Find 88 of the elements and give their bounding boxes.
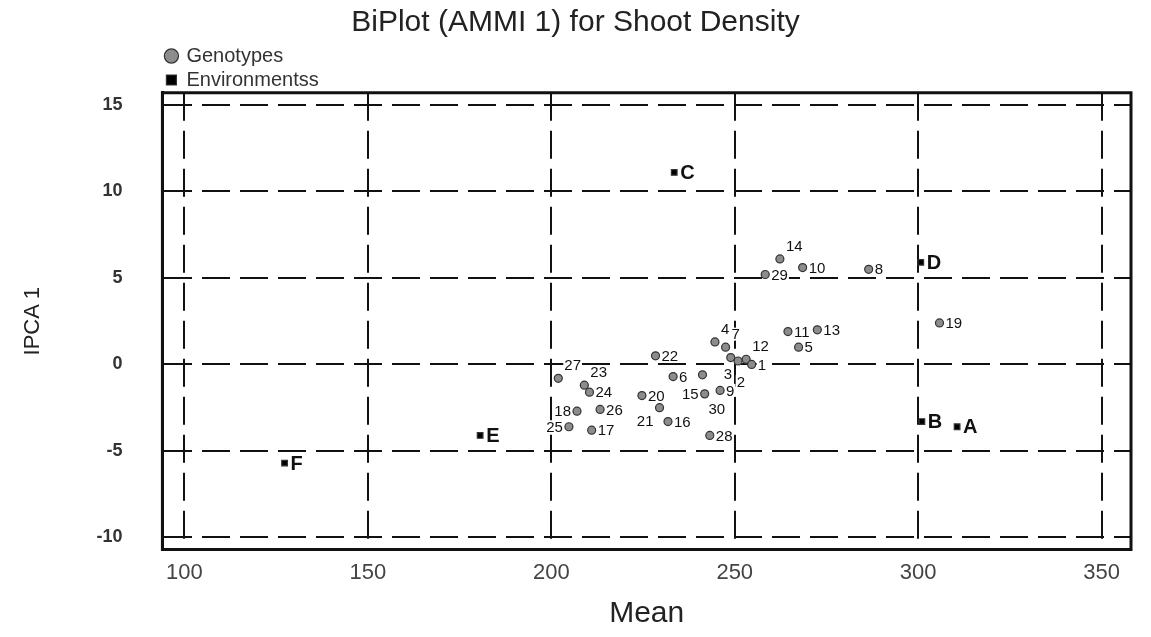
- x-axis-title: Mean: [609, 595, 685, 629]
- point: [668, 371, 678, 382]
- point: [281, 459, 289, 467]
- point: [584, 387, 595, 397]
- legend-label: Environmentss: [186, 67, 319, 90]
- point: [794, 342, 804, 352]
- point: [572, 406, 582, 416]
- point: [864, 264, 874, 274]
- annotation: 12: [752, 337, 769, 355]
- annotation: 19: [945, 314, 963, 332]
- point: [715, 385, 725, 396]
- point: [710, 337, 720, 347]
- annotation: 10: [808, 258, 826, 276]
- annotation: 27: [564, 356, 581, 374]
- annotation: C: [680, 160, 695, 183]
- annotation: 24: [595, 383, 613, 401]
- annotation: 18: [554, 402, 571, 420]
- y-axis-title: IPCA 1: [19, 286, 45, 356]
- point: [587, 425, 597, 435]
- point: [654, 403, 665, 413]
- point: [953, 423, 961, 431]
- annotation: 15: [681, 385, 699, 403]
- point: [476, 431, 484, 439]
- point: [760, 269, 770, 280]
- y-tick-label: 10: [102, 180, 123, 201]
- y-tick-label: 5: [112, 266, 123, 287]
- annotation: 22: [661, 346, 679, 364]
- point: [700, 389, 710, 399]
- point: [798, 262, 808, 273]
- annotation: 26: [606, 400, 623, 418]
- y-tick-label: -5: [106, 439, 123, 460]
- annotation: 30: [708, 399, 726, 417]
- annotation: 28: [715, 426, 733, 444]
- annotation: F: [290, 451, 303, 474]
- annotation: 6: [679, 367, 688, 385]
- point: [783, 326, 793, 337]
- point: [775, 254, 785, 264]
- annotation: D: [926, 250, 942, 273]
- annotation: 29: [771, 265, 788, 283]
- point: [595, 404, 605, 415]
- legend-label: Genotypes: [186, 43, 284, 66]
- annotation: 5: [804, 338, 813, 356]
- annotation: 8: [874, 260, 884, 278]
- point: [934, 318, 945, 328]
- annotation: 17: [597, 421, 615, 439]
- annotation: 14: [785, 237, 803, 255]
- annotation: 21: [636, 411, 654, 429]
- annotation: 25: [546, 417, 563, 435]
- point: [918, 418, 926, 425]
- annotation: 16: [673, 412, 691, 430]
- point: [812, 325, 822, 335]
- annotation: 4: [720, 320, 730, 338]
- annotation: A: [963, 415, 978, 438]
- annotation: 9: [726, 381, 735, 399]
- point: [663, 416, 673, 427]
- annotation: 2: [736, 372, 746, 390]
- chart-title: BiPlot (AMMI 1) for Shoot Density: [350, 3, 801, 39]
- point: [720, 342, 731, 352]
- annotation: 1: [757, 355, 766, 373]
- annotation: 7: [731, 325, 740, 343]
- point: [564, 422, 574, 432]
- x-tick-label: 250: [716, 558, 754, 584]
- point: [697, 370, 708, 380]
- point: [747, 359, 757, 370]
- y-tick-label: 15: [102, 93, 123, 114]
- point: [705, 430, 715, 440]
- point: [650, 351, 661, 361]
- annotation: 11: [793, 322, 810, 340]
- annotation: 23: [590, 363, 608, 381]
- x-tick-label: 300: [899, 558, 937, 584]
- x-tick-label: 100: [166, 558, 203, 584]
- x-tick-label: 350: [1083, 558, 1121, 584]
- point: [733, 356, 743, 366]
- annotation: 13: [823, 320, 840, 338]
- point: [637, 391, 647, 401]
- x-tick-label: 200: [532, 558, 570, 584]
- annotation: 3: [723, 365, 733, 383]
- point: [670, 168, 678, 176]
- point: [917, 258, 925, 266]
- y-tick-label: -10: [96, 526, 123, 547]
- point: [579, 380, 589, 390]
- point: [726, 352, 736, 363]
- point: [553, 373, 563, 383]
- annotation: B: [927, 410, 943, 433]
- annotation: E: [486, 423, 500, 446]
- y-tick-label: 0: [112, 353, 123, 374]
- x-tick-label: 150: [349, 558, 387, 584]
- annotation: 20: [647, 386, 665, 404]
